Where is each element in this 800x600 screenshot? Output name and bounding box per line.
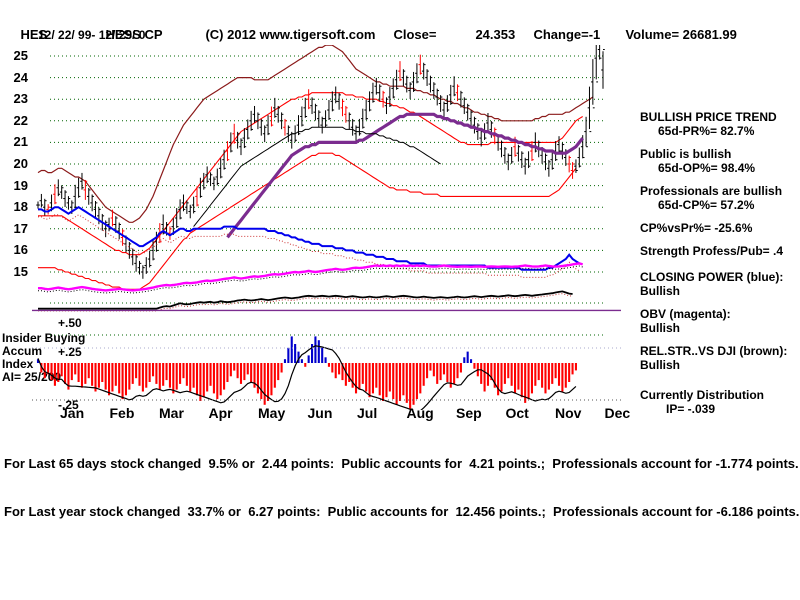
month-label-mar: Mar xyxy=(159,405,184,421)
summary-line-year: For Last year stock changed 33.7% or 6.2… xyxy=(4,504,800,519)
month-axis: Jan Feb Mar Apr May Jun Jul Aug Sep Oct Nov Dec xyxy=(32,405,632,423)
chart-canvas xyxy=(32,45,621,410)
close-label: Close= xyxy=(393,27,437,42)
accumulation-index-bars xyxy=(32,336,621,410)
distribution-value: IP= -.039 xyxy=(666,402,716,416)
price-tick-15: 15 xyxy=(13,264,28,279)
header-bar: HES HESS CP (C) 2012 www.tigersoft.com Clos… xyxy=(0,0,800,42)
month-label-jan: Jan xyxy=(60,405,85,421)
price-tick-21: 21 xyxy=(13,134,28,150)
price-tick-22: 22 xyxy=(13,112,28,128)
month-label-nov: Nov xyxy=(555,405,582,421)
obv-title: OBV (magenta): xyxy=(640,307,731,321)
month-label-dec: Dec xyxy=(604,405,631,421)
scale-label-plus50: +.50 xyxy=(58,316,82,330)
scale-label-minus25: -.25 xyxy=(58,398,79,412)
price-tick-24: 24 xyxy=(13,69,28,85)
band-lines xyxy=(37,45,594,290)
professionals-title: Professionals are bullish xyxy=(640,184,783,198)
strength-ratio-value: Strength Profess/Pub= .4 xyxy=(640,244,784,258)
header-info-line: HES HESS CP (C) 2012 www.tigersoft.com Clos… xyxy=(6,12,737,57)
obv-value: Bullish xyxy=(640,321,681,335)
insider-accum-index-block: Insider Buying Accum Index AI= 25/200 xyxy=(2,332,85,384)
indicator-summary-panel: BULLISH PRICE TREND 65d-PR%= 82.7% Publi… xyxy=(640,110,800,425)
date-range-label: 12/ 22/ 99- 12/ 29/ 0 xyxy=(38,28,146,42)
price-trend-title: BULLISH PRICE TREND xyxy=(640,110,777,124)
chart-plot-area[interactable] xyxy=(32,45,627,410)
cp-vs-pr-value: CP%vsPr%= -25.6% xyxy=(640,221,753,235)
price-bars xyxy=(36,45,605,279)
professionals-value: 65d-CP%= 57.2% xyxy=(658,198,755,212)
month-label-jun: Jun xyxy=(307,405,333,421)
insider-buying-label: Insider Buying xyxy=(2,331,86,345)
ai-value-label: AI= 25/200 xyxy=(2,370,62,384)
distribution-title: Currently Distribution xyxy=(640,388,765,402)
price-tick-16: 16 xyxy=(13,242,28,258)
relstr-title: REL.STR..VS DJI (brown): xyxy=(640,344,788,358)
relstr-value: Bullish xyxy=(640,358,681,372)
month-label-jul: Jul xyxy=(357,405,378,421)
month-label-feb: Feb xyxy=(109,405,135,421)
price-tick-25: 25 xyxy=(13,48,28,63)
month-label-apr: Apr xyxy=(208,405,233,421)
month-label-aug: Aug xyxy=(406,405,434,421)
index-label: Index xyxy=(2,357,34,371)
indicator-lines xyxy=(32,206,621,312)
price-tick-20: 20 xyxy=(13,156,28,171)
closing-power-title: CLOSING POWER (blue): xyxy=(640,270,784,284)
ticker-symbol: HES xyxy=(20,27,48,42)
summary-text-block: For Last 65 days stock changed 9.5% or 2… xyxy=(4,424,799,536)
moving-average-lines xyxy=(193,112,584,239)
price-tick-19: 19 xyxy=(13,177,28,193)
month-label-may: May xyxy=(258,405,286,421)
volume-value: Volume= 26681.99 xyxy=(625,27,737,42)
month-label-oct: Oct xyxy=(505,405,529,421)
price-tick-18: 18 xyxy=(13,199,28,215)
price-trend-value: 65d-PR%= 82.7% xyxy=(658,124,755,138)
change-value: Change=-1 xyxy=(533,27,601,42)
public-sentiment-title: Public is bullish xyxy=(640,147,732,161)
closing-power-value: Bullish xyxy=(640,284,681,298)
price-tick-17: 17 xyxy=(13,220,28,236)
public-sentiment-value: 65d-OP%= 98.4% xyxy=(658,161,756,175)
company-name: HESS CP xyxy=(105,27,163,42)
copyright-notice: (C) 2012 www.tigersoft.com xyxy=(205,27,376,42)
month-label-sep: Sep xyxy=(456,405,482,421)
summary-line-65days: For Last 65 days stock changed 9.5% or 2… xyxy=(4,456,799,471)
close-value: 24.353 xyxy=(475,27,516,42)
scale-label-plus25: +.25 xyxy=(58,345,82,359)
price-tick-23: 23 xyxy=(13,91,28,107)
